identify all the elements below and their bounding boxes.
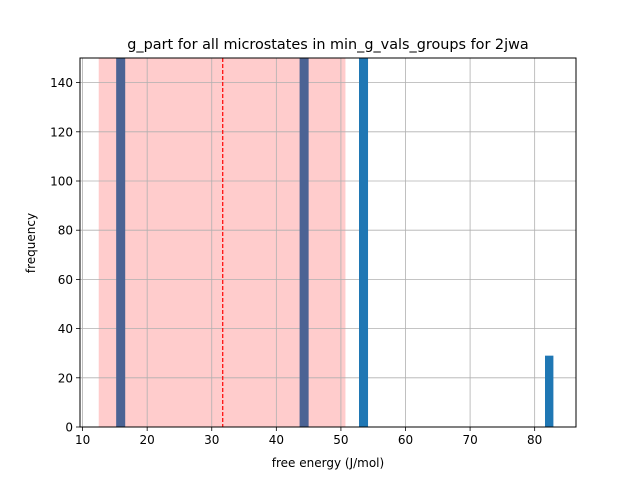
histogram-bar: [545, 355, 554, 427]
x-axis-label: free energy (J/mol): [272, 456, 384, 470]
chart-title: g_part for all microstates in min_g_vals…: [127, 37, 528, 53]
y-tick-label: 20: [58, 371, 73, 385]
y-tick-label: 60: [58, 273, 73, 287]
x-tick-label: 80: [527, 433, 542, 447]
histogram-bar: [116, 58, 126, 427]
y-tick-label: 80: [58, 224, 73, 238]
x-tick-label: 60: [398, 433, 413, 447]
x-tick-label: 70: [462, 433, 477, 447]
x-tick-label: 40: [269, 433, 284, 447]
histogram-bar: [299, 58, 309, 427]
histogram-bar: [359, 58, 369, 427]
x-tick-label: 30: [204, 433, 219, 447]
y-tick-label: 120: [50, 125, 73, 139]
y-tick-label: 0: [65, 421, 73, 435]
axes-frame: [79, 57, 577, 428]
x-tick-label: 50: [333, 433, 348, 447]
y-tick-label: 140: [50, 76, 73, 90]
x-tick-label: 10: [75, 433, 90, 447]
y-axis-label: frequency: [24, 213, 38, 273]
y-tick-label: 100: [50, 175, 73, 189]
y-tick-label: 40: [58, 322, 73, 336]
x-tick-label: 20: [140, 433, 155, 447]
